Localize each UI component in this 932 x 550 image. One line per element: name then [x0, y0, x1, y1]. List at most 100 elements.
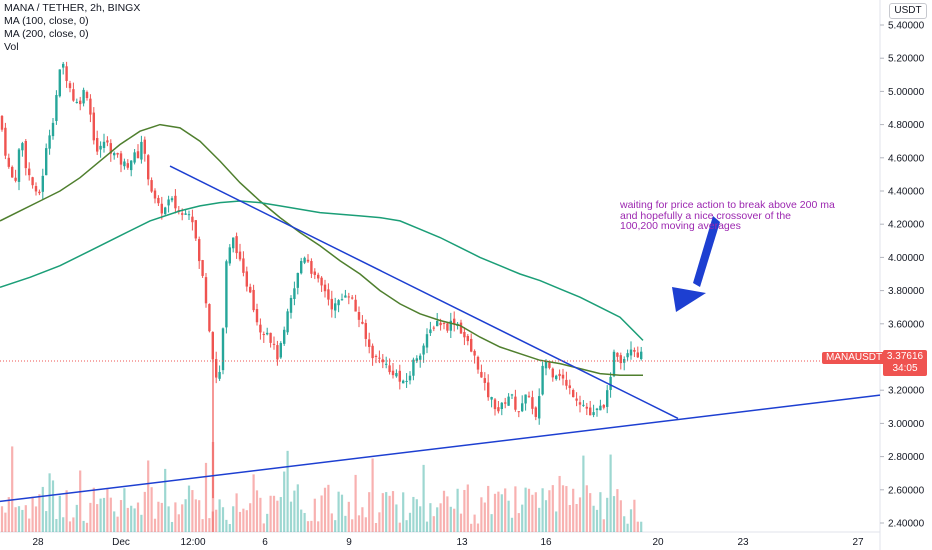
volume-bar — [232, 506, 235, 532]
candle-body — [310, 261, 313, 274]
candle-body — [306, 259, 310, 262]
candle-body — [463, 332, 466, 338]
price-axis[interactable]: 5.40000 5.20000 5.00000 4.80000 4.60000 4.400… — [880, 21, 925, 530]
candle-body — [534, 407, 537, 417]
candle-body — [65, 66, 68, 81]
volume-bar — [102, 497, 106, 532]
candle-body — [368, 339, 371, 347]
candle-body — [459, 322, 463, 334]
volume-bar — [320, 495, 323, 532]
volume-bar — [170, 521, 174, 532]
candle-body — [167, 199, 170, 206]
candle-body — [0, 115, 4, 130]
candle-body — [507, 396, 510, 406]
candle-body — [357, 312, 361, 320]
candle-body — [92, 112, 95, 141]
candle-body — [551, 368, 554, 378]
volume-bar — [317, 521, 320, 532]
currency-tag[interactable]: USDT — [889, 3, 927, 19]
volume-bar — [429, 503, 432, 532]
volume-bar — [289, 501, 293, 532]
candle-body — [565, 379, 568, 386]
volume-bar — [4, 512, 7, 532]
volume-bar — [140, 514, 143, 532]
volume-bar — [65, 490, 68, 532]
volume-bar — [323, 487, 327, 532]
candle-body — [531, 397, 534, 409]
candle-body — [262, 334, 265, 336]
volume-bar — [21, 509, 24, 532]
candle-body — [354, 299, 357, 312]
volume-bar — [439, 503, 442, 532]
volume-bar — [266, 513, 269, 532]
volume-bar — [262, 523, 265, 532]
candle-body — [340, 299, 344, 301]
candle-body — [636, 352, 639, 358]
volume-bar — [555, 511, 558, 532]
volume-bar — [303, 512, 306, 532]
candle-body — [487, 382, 490, 398]
candle-body — [510, 394, 514, 396]
candle-body — [242, 258, 245, 273]
volume-bar — [211, 511, 214, 532]
candle-body — [58, 69, 61, 97]
volume-bar — [126, 507, 129, 532]
volume-bar — [242, 508, 245, 532]
volume-bar — [337, 491, 340, 532]
candle-body — [602, 405, 605, 408]
candle-body — [184, 213, 187, 215]
candle-body — [283, 329, 286, 344]
ma200-legend[interactable]: MA (200, close, 0) — [4, 28, 89, 40]
arrow-shaft — [693, 216, 720, 287]
volume-bar — [177, 514, 180, 532]
volume-bar — [449, 506, 452, 532]
symbol-title[interactable]: MANA / TETHER, 2h, BINGX — [4, 2, 141, 14]
candle-body — [119, 153, 123, 165]
candle-body — [102, 141, 106, 148]
candle-body — [296, 272, 299, 288]
volume-bar — [381, 493, 384, 532]
candle-body — [51, 122, 55, 137]
x-tick-label: 28 — [32, 537, 44, 548]
candle-body — [500, 402, 503, 410]
candle-body — [153, 190, 157, 199]
candle-body — [334, 303, 337, 311]
volume-bar — [235, 493, 238, 532]
candle-body — [187, 214, 191, 216]
volume-bar — [385, 492, 388, 532]
volume-bar — [269, 495, 272, 532]
volume-bar — [143, 491, 146, 532]
candle-body — [548, 362, 551, 368]
volume-bar — [347, 501, 350, 532]
x-tick-label: 16 — [540, 537, 552, 548]
volume-bar — [160, 502, 163, 532]
candle-body — [402, 380, 405, 384]
volume-bar — [79, 470, 82, 532]
x-tick-label: 13 — [456, 537, 468, 548]
volume-bar — [606, 497, 609, 532]
candle-body — [14, 177, 17, 181]
candle-body — [378, 357, 381, 359]
volume-bar — [551, 485, 554, 532]
volume-bar — [164, 468, 167, 532]
volume-bar — [184, 499, 187, 532]
candlestick-series — [0, 61, 643, 499]
volume-bar — [354, 474, 357, 532]
volume-bar — [48, 473, 51, 532]
candle-body — [412, 359, 415, 376]
volume-bar — [41, 486, 44, 532]
candle-body — [578, 402, 582, 405]
y-tick-label: 3.80000 — [888, 286, 925, 297]
volume-bar — [470, 523, 473, 532]
volume-bar — [55, 518, 58, 532]
ma100-legend[interactable]: MA (100, close, 0) — [4, 15, 89, 27]
volume-bar — [589, 493, 592, 532]
x-tick-label: Dec — [112, 537, 130, 548]
volume-bar — [541, 488, 544, 532]
ma100-line — [0, 123, 643, 377]
volume-legend[interactable]: Vol — [4, 41, 19, 53]
volume-bar — [534, 492, 537, 532]
time-axis[interactable]: 28 Dec 12:00 6 9 13 16 20 23 27 — [32, 537, 864, 548]
volume-bar — [0, 506, 4, 532]
